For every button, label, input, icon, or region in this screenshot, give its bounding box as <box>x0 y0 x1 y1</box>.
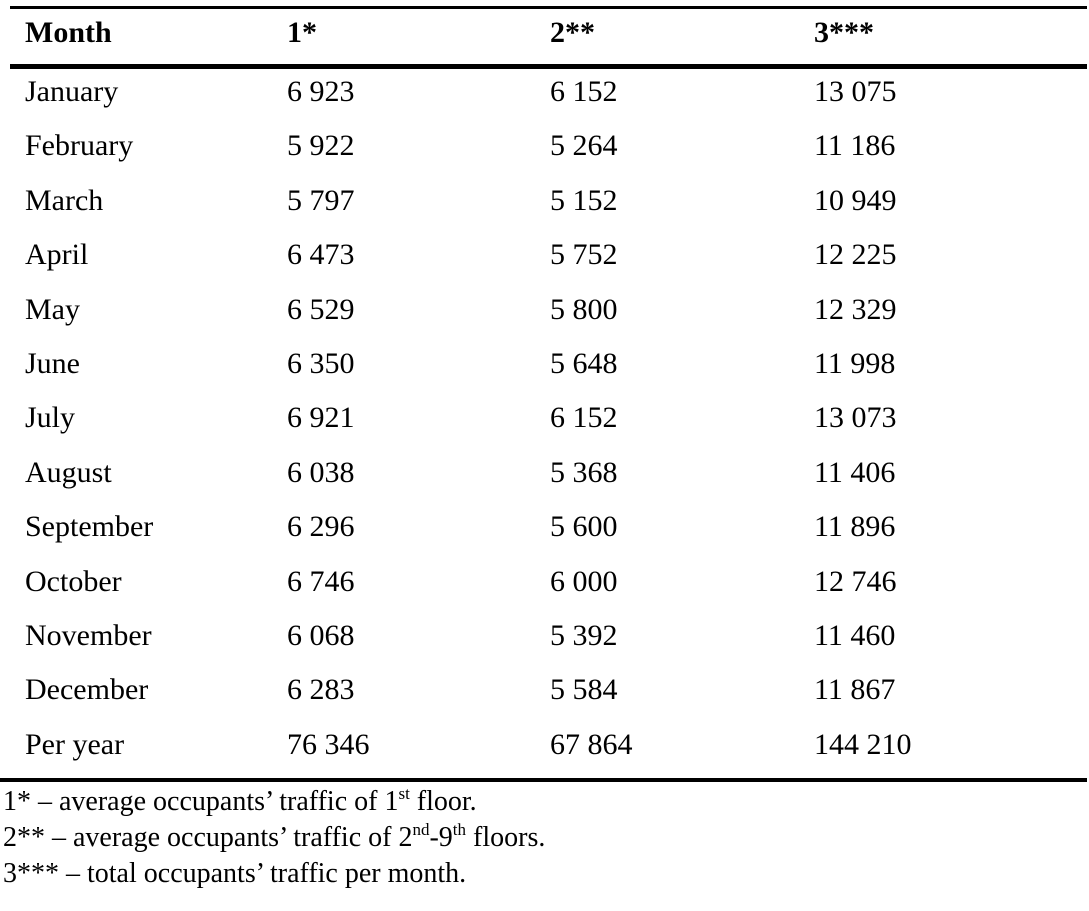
cell-col-1: 6 529 <box>287 292 355 326</box>
footnote-1: 1* – average occupants’ traffic of 1st f… <box>3 784 545 820</box>
footnote-1-text: 1* – average occupants’ traffic of 1 <box>3 786 399 817</box>
cell-col-3: 11 896 <box>814 510 896 544</box>
table-bottom-rule <box>0 778 1087 782</box>
cell-col-2: 5 392 <box>550 619 618 652</box>
cell-col-3: 11 867 <box>814 673 896 707</box>
cell-col-1: 6 296 <box>287 510 355 544</box>
cell-month: Per year <box>25 727 125 761</box>
cell-col-2: 5 600 <box>550 510 618 544</box>
table-header-row: Month 1* 2** 3*** <box>0 8 1089 62</box>
cell-col-3: 12 225 <box>814 238 897 272</box>
table-row: August 6 038 5 368 11 406 <box>0 446 1089 500</box>
cell-col-2: 5 648 <box>550 347 618 380</box>
table-row: May 6 529 5 800 12 329 <box>0 283 1089 337</box>
table-top-rule <box>10 6 1087 9</box>
cell-col-3: 11 186 <box>814 129 896 163</box>
cell-month: August <box>25 455 112 489</box>
cell-col-2: 67 864 <box>550 727 633 761</box>
cell-month: December <box>25 673 149 707</box>
cell-col-3: 11 406 <box>814 455 896 489</box>
cell-col-2: 5 800 <box>550 292 618 326</box>
footnote-2-text: 2** – average occupants’ traffic of 2 <box>3 822 413 853</box>
cell-col-1: 6 350 <box>287 347 355 380</box>
cell-col-3: 144 210 <box>814 727 912 761</box>
cell-col-3: 11 460 <box>814 619 896 652</box>
footnote-2-suffix: floors. <box>466 822 546 853</box>
table-row: November 6 068 5 392 11 460 <box>0 609 1089 663</box>
header-col-3: 3*** <box>814 16 874 49</box>
table-row: February 5 922 5 264 11 186 <box>0 119 1089 173</box>
cell-col-2: 5 368 <box>550 455 618 489</box>
footnote-2-sup-2: th <box>452 820 467 839</box>
cell-col-1: 6 923 <box>287 75 355 108</box>
cell-col-1: 76 346 <box>287 727 370 761</box>
cell-month: February <box>25 129 134 163</box>
footnote-2-middle: -9 <box>429 822 453 853</box>
cell-col-3: 13 075 <box>814 75 897 108</box>
table-row: September 6 296 5 600 11 896 <box>0 500 1089 554</box>
cell-col-3: 12 329 <box>814 292 897 326</box>
table-row: July 6 921 6 152 13 073 <box>0 391 1089 445</box>
cell-col-1: 6 921 <box>287 401 355 435</box>
cell-month: July <box>25 401 76 435</box>
table-row: April 6 473 5 752 12 225 <box>0 228 1089 282</box>
cell-month: June <box>25 347 80 380</box>
table-header-rule <box>10 64 1087 69</box>
footnote-2-sup-1: nd <box>412 820 430 839</box>
table-row: June 6 350 5 648 11 998 <box>0 337 1089 391</box>
footnote-1-sup: st <box>398 784 410 803</box>
cell-month: May <box>25 292 80 326</box>
cell-col-2: 5 152 <box>550 183 618 217</box>
cell-col-3: 11 998 <box>814 347 896 380</box>
cell-month: March <box>25 183 104 217</box>
cell-col-1: 5 922 <box>287 129 355 163</box>
cell-month: January <box>25 75 119 108</box>
footnote-2: 2** – average occupants’ traffic of 2nd-… <box>3 820 545 856</box>
cell-col-2: 5 584 <box>550 673 618 707</box>
header-month: Month <box>25 16 112 49</box>
cell-col-3: 13 073 <box>814 401 897 435</box>
cell-month: October <box>25 564 122 598</box>
cell-col-2: 6 152 <box>550 401 618 435</box>
header-col-2: 2** <box>550 16 595 49</box>
cell-col-1: 6 473 <box>287 238 355 272</box>
footnote-3: 3*** – total occupants’ traffic per mont… <box>3 856 545 892</box>
cell-col-1: 6 746 <box>287 564 355 598</box>
footnote-3-text: 3*** – total occupants’ traffic per mont… <box>3 858 467 889</box>
footnote-1-suffix: floor. <box>409 786 477 817</box>
cell-col-2: 5 264 <box>550 129 618 163</box>
footnotes: 1* – average occupants’ traffic of 1st f… <box>3 784 545 892</box>
cell-col-3: 10 949 <box>814 183 897 217</box>
table-row: March 5 797 5 152 10 949 <box>0 174 1089 228</box>
table-row: October 6 746 6 000 12 746 <box>0 555 1089 609</box>
cell-col-3: 12 746 <box>814 564 897 598</box>
cell-col-1: 6 038 <box>287 455 355 489</box>
cell-col-1: 6 283 <box>287 673 355 707</box>
cell-month: April <box>25 238 89 272</box>
cell-col-1: 5 797 <box>287 183 355 217</box>
table-row: January 6 923 6 152 13 075 <box>0 65 1089 119</box>
cell-month: November <box>25 619 152 652</box>
cell-col-1: 6 068 <box>287 619 355 652</box>
cell-col-2: 6 000 <box>550 564 618 598</box>
table-row: Per year 76 346 67 864 144 210 <box>0 718 1089 772</box>
table-row: December 6 283 5 584 11 867 <box>0 663 1089 717</box>
cell-col-2: 6 152 <box>550 75 618 108</box>
cell-month: September <box>25 510 154 544</box>
header-col-1: 1* <box>287 16 317 49</box>
cell-col-2: 5 752 <box>550 238 618 272</box>
